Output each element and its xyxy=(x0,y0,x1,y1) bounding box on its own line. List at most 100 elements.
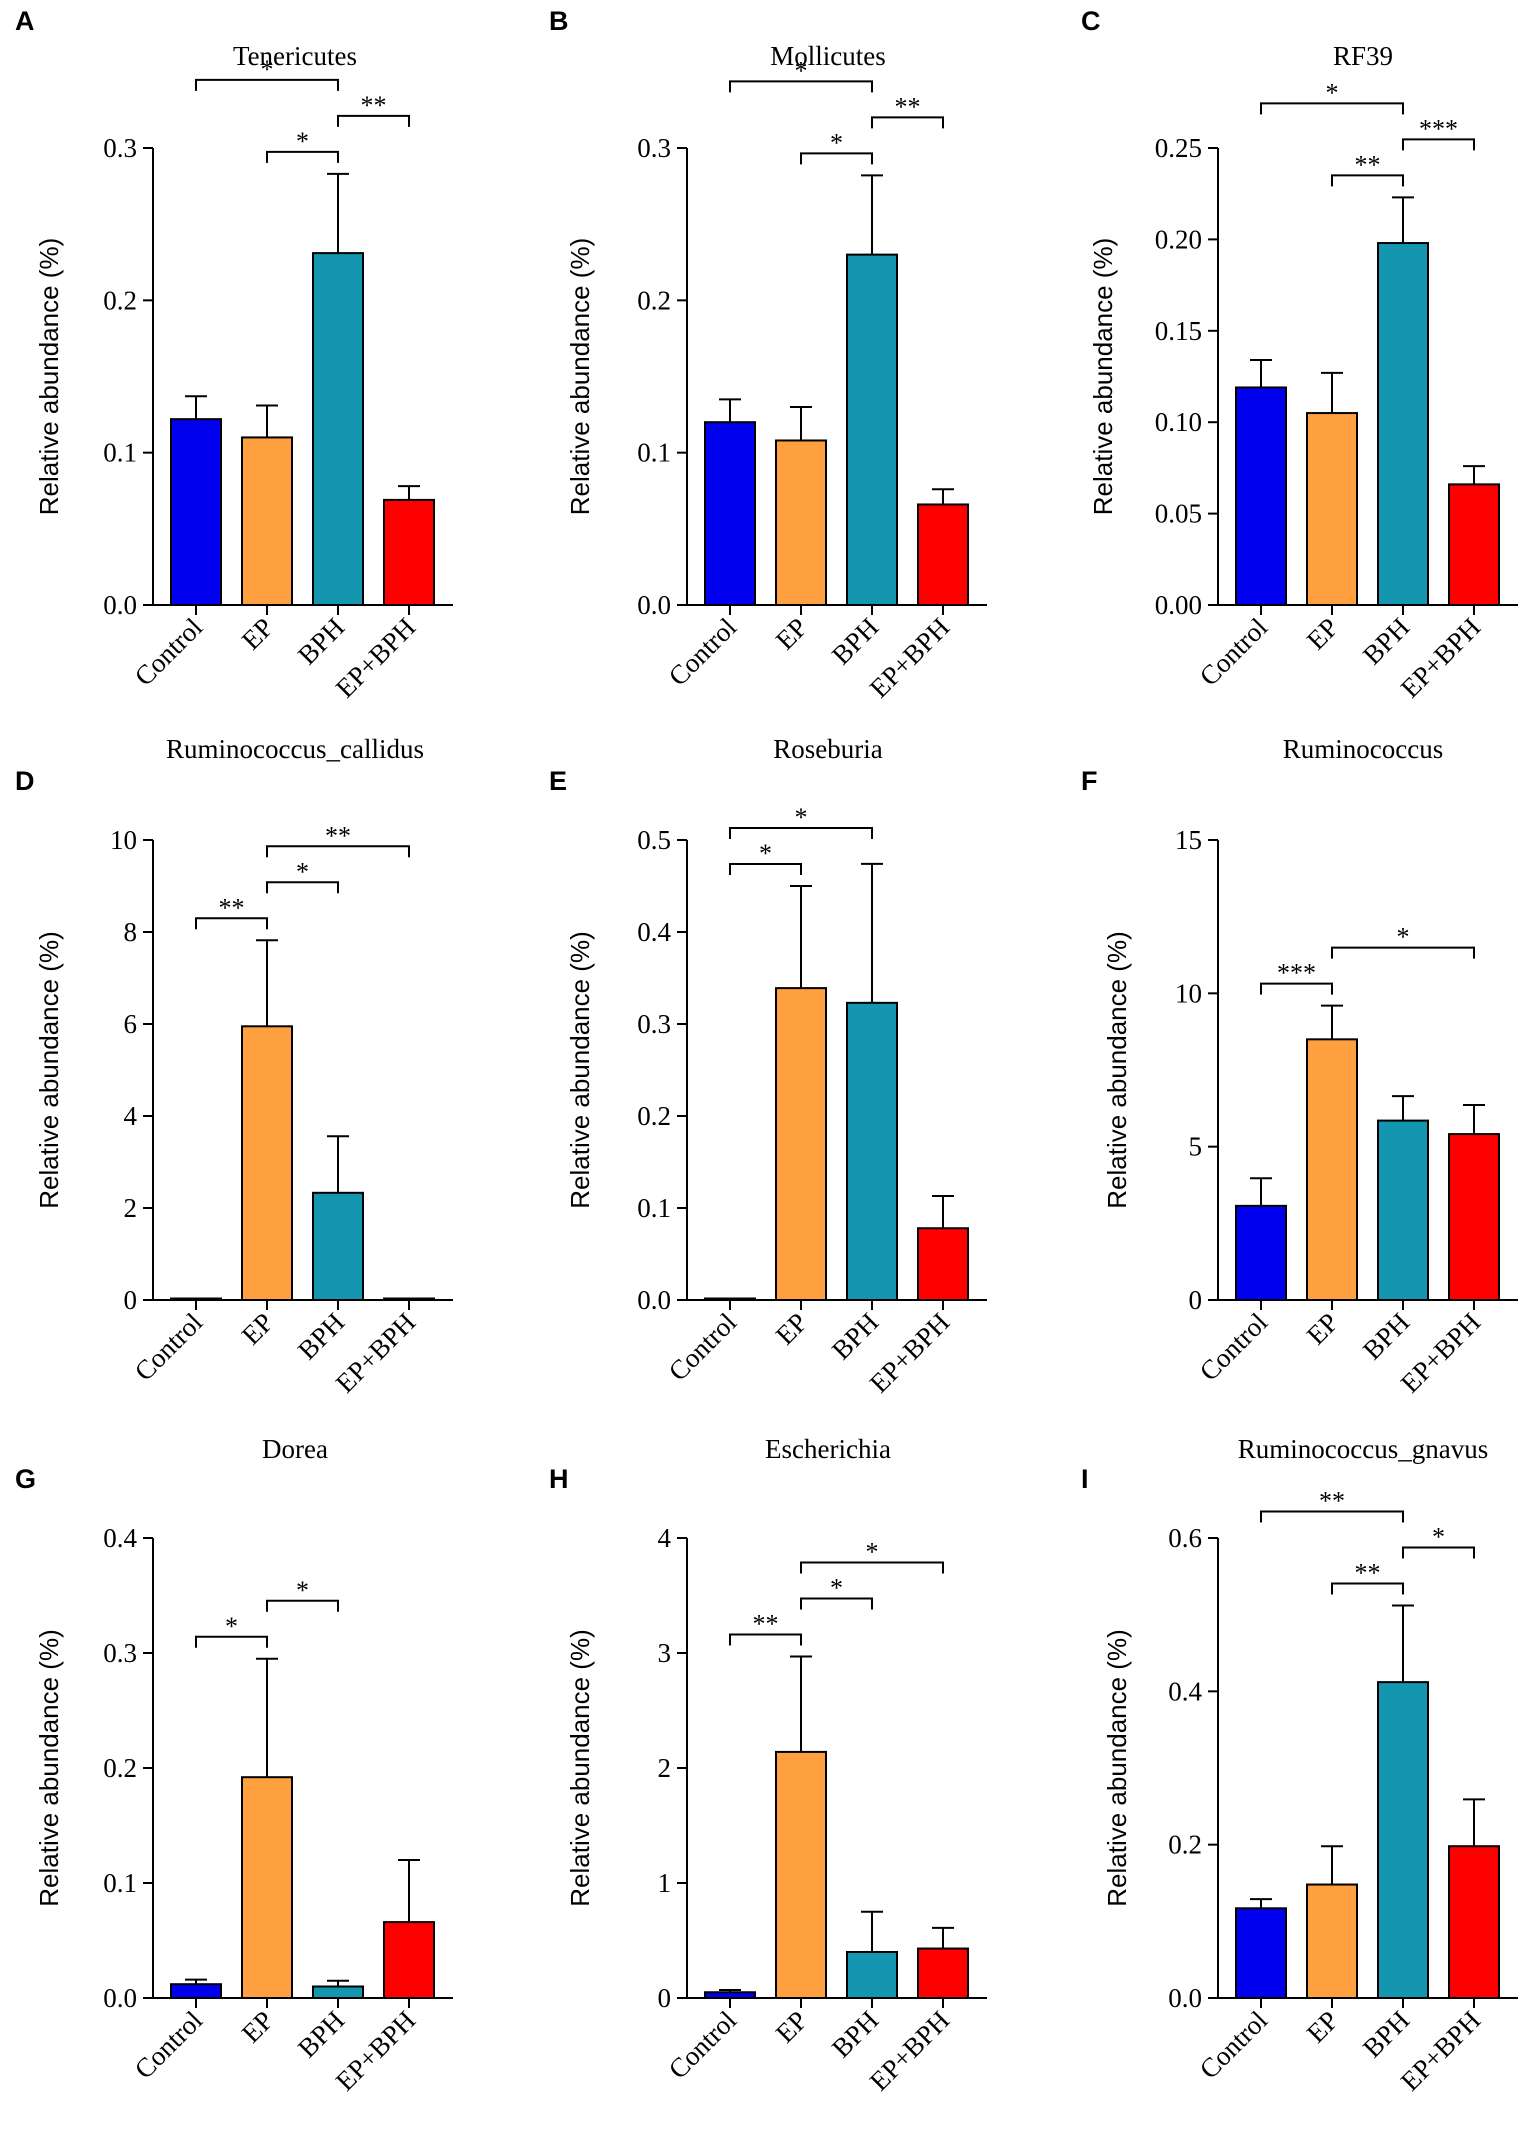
bar-control xyxy=(1235,1907,1287,2000)
significance-label: ** xyxy=(753,1609,779,1638)
x-tick-label: EP+BPH xyxy=(330,2005,421,2096)
significance-label: * xyxy=(795,56,808,85)
significance-label: * xyxy=(296,127,309,156)
panel-b: B Mollicutes Relative abundance (%) 0.0 0.1 0… xyxy=(549,6,987,703)
bar-bph xyxy=(846,253,898,606)
y-axis-label: Relative abundance (%) xyxy=(34,238,64,516)
y-tick-label: 0.0 xyxy=(103,1983,137,2013)
panel-letter: I xyxy=(1081,1464,1089,1494)
significance-label: *** xyxy=(1277,959,1316,988)
x-tick-label: EP+BPH xyxy=(1395,612,1486,703)
y-tick-label: 6 xyxy=(124,1009,138,1039)
significance-bracket xyxy=(195,917,268,930)
x-tick-label: EP xyxy=(236,612,279,655)
significance-label: * xyxy=(1432,1522,1445,1551)
significance-bracket xyxy=(337,114,410,127)
bar-control xyxy=(170,418,222,606)
x-tick-label: Control xyxy=(1194,2005,1274,2085)
significance-label: ** xyxy=(219,893,245,922)
significance-bracket xyxy=(800,1561,944,1574)
y-tick-label: 15 xyxy=(1175,825,1202,855)
chart-title: RF39 xyxy=(1333,41,1393,71)
x-tick-label: BPH xyxy=(826,1307,884,1365)
y-tick-label: 0.2 xyxy=(103,1753,137,1783)
x-tick-label: BPH xyxy=(826,612,884,670)
significance-bracket xyxy=(266,1599,339,1612)
panel-c: C RF39 Relative abundance (%) 0.00 0.05 0.10 0… xyxy=(1081,6,1518,703)
y-tick-label: 0.2 xyxy=(1168,1830,1202,1860)
y-tick-label: 0 xyxy=(1189,1285,1203,1315)
bar-ep xyxy=(241,1776,293,1999)
significance-label: * xyxy=(261,55,274,84)
significance-bracket xyxy=(1260,1510,1404,1523)
bar-ep-bph xyxy=(917,1227,969,1301)
x-tick-label: EP+BPH xyxy=(864,612,955,703)
significance-bracket xyxy=(195,78,339,91)
x-tick-label: EP xyxy=(1301,612,1344,655)
bar-control xyxy=(1235,1204,1287,1302)
x-tick-label: Control xyxy=(663,2005,743,2085)
significance-bracket xyxy=(266,150,339,163)
significance-bracket xyxy=(266,845,410,858)
bar-ep-bph xyxy=(1448,1845,1500,1999)
panel-d: D Ruminococcus_callidus Relative abundance… xyxy=(15,734,453,1398)
y-tick-label: 10 xyxy=(110,825,137,855)
significance-bracket xyxy=(1260,102,1404,115)
bar-ep xyxy=(241,1025,293,1302)
y-tick-label: 0.20 xyxy=(1155,224,1202,254)
significance-label: ** xyxy=(1355,1558,1381,1587)
y-tick-label: 2 xyxy=(124,1193,138,1223)
significance-bracket xyxy=(800,152,873,165)
panel-f: F Ruminococcus Relative abundance (%) 0 5 10 1… xyxy=(1081,734,1518,1398)
bar-ep xyxy=(1306,1038,1358,1302)
y-axis-label: Relative abundance (%) xyxy=(34,1629,64,1907)
chart-title: Roseburia xyxy=(773,734,882,764)
bar-bph xyxy=(1377,1681,1429,1999)
x-tick-label: EP xyxy=(770,612,813,655)
panel-letter: A xyxy=(15,6,35,36)
y-tick-label: 2 xyxy=(658,1753,672,1783)
significance-label: * xyxy=(1326,78,1339,107)
panel-a: A Tenericutes Relative abundance (%) 0.0 0.1… xyxy=(15,6,453,703)
significance-bracket xyxy=(871,116,944,129)
bar-ep-bph xyxy=(917,1947,969,2000)
y-tick-label: 0.1 xyxy=(637,1193,671,1223)
y-tick-label: 0.5 xyxy=(637,825,671,855)
x-tick-label: EP+BPH xyxy=(330,1307,421,1398)
x-tick-label: EP xyxy=(770,2005,813,2048)
y-tick-label: 0.10 xyxy=(1155,407,1202,437)
y-tick-label: 4 xyxy=(124,1101,138,1131)
panel-letter: D xyxy=(15,766,35,796)
significance-label: ** xyxy=(361,91,387,120)
chart-title: Escherichia xyxy=(765,1434,891,1464)
y-tick-label: 0.6 xyxy=(1168,1523,1202,1553)
chart-title: Ruminococcus_callidus xyxy=(166,734,424,764)
panel-letter: E xyxy=(549,766,567,796)
chart-title: Mollicutes xyxy=(770,41,886,71)
bar-bph xyxy=(846,1001,898,1302)
bar-ep-bph xyxy=(383,1297,435,1301)
significance-label: *** xyxy=(1419,114,1458,143)
x-tick-label: BPH xyxy=(1357,1307,1415,1365)
significance-bracket xyxy=(266,881,339,894)
significance-bracket xyxy=(729,1633,802,1646)
bar-bph xyxy=(312,1191,364,1301)
panel-e: E Roseburia Relative abundance (%) 0.0 0.1 0.… xyxy=(549,734,987,1398)
y-axis-label: Relative abundance (%) xyxy=(565,238,595,516)
x-tick-label: Control xyxy=(129,2005,209,2085)
bar-bph xyxy=(846,1951,898,1999)
y-tick-label: 0.0 xyxy=(1168,1983,1202,2013)
chart-title: Ruminococcus xyxy=(1283,734,1443,764)
y-tick-label: 0.4 xyxy=(637,917,671,947)
y-tick-label: 0.3 xyxy=(637,133,671,163)
chart-title: Tenericutes xyxy=(233,41,357,71)
y-tick-label: 0.0 xyxy=(637,590,671,620)
bar-ep xyxy=(1306,1883,1358,1999)
panel-letter: F xyxy=(1081,766,1098,796)
x-tick-label: EP xyxy=(236,1307,279,1350)
y-axis-label: Relative abundance (%) xyxy=(1102,1629,1132,1907)
significance-bracket xyxy=(195,1635,268,1648)
y-axis-label: Relative abundance (%) xyxy=(565,931,595,1209)
chart-title: Ruminococcus_gnavus xyxy=(1238,1434,1488,1464)
y-axis-label: Relative abundance (%) xyxy=(565,1629,595,1907)
